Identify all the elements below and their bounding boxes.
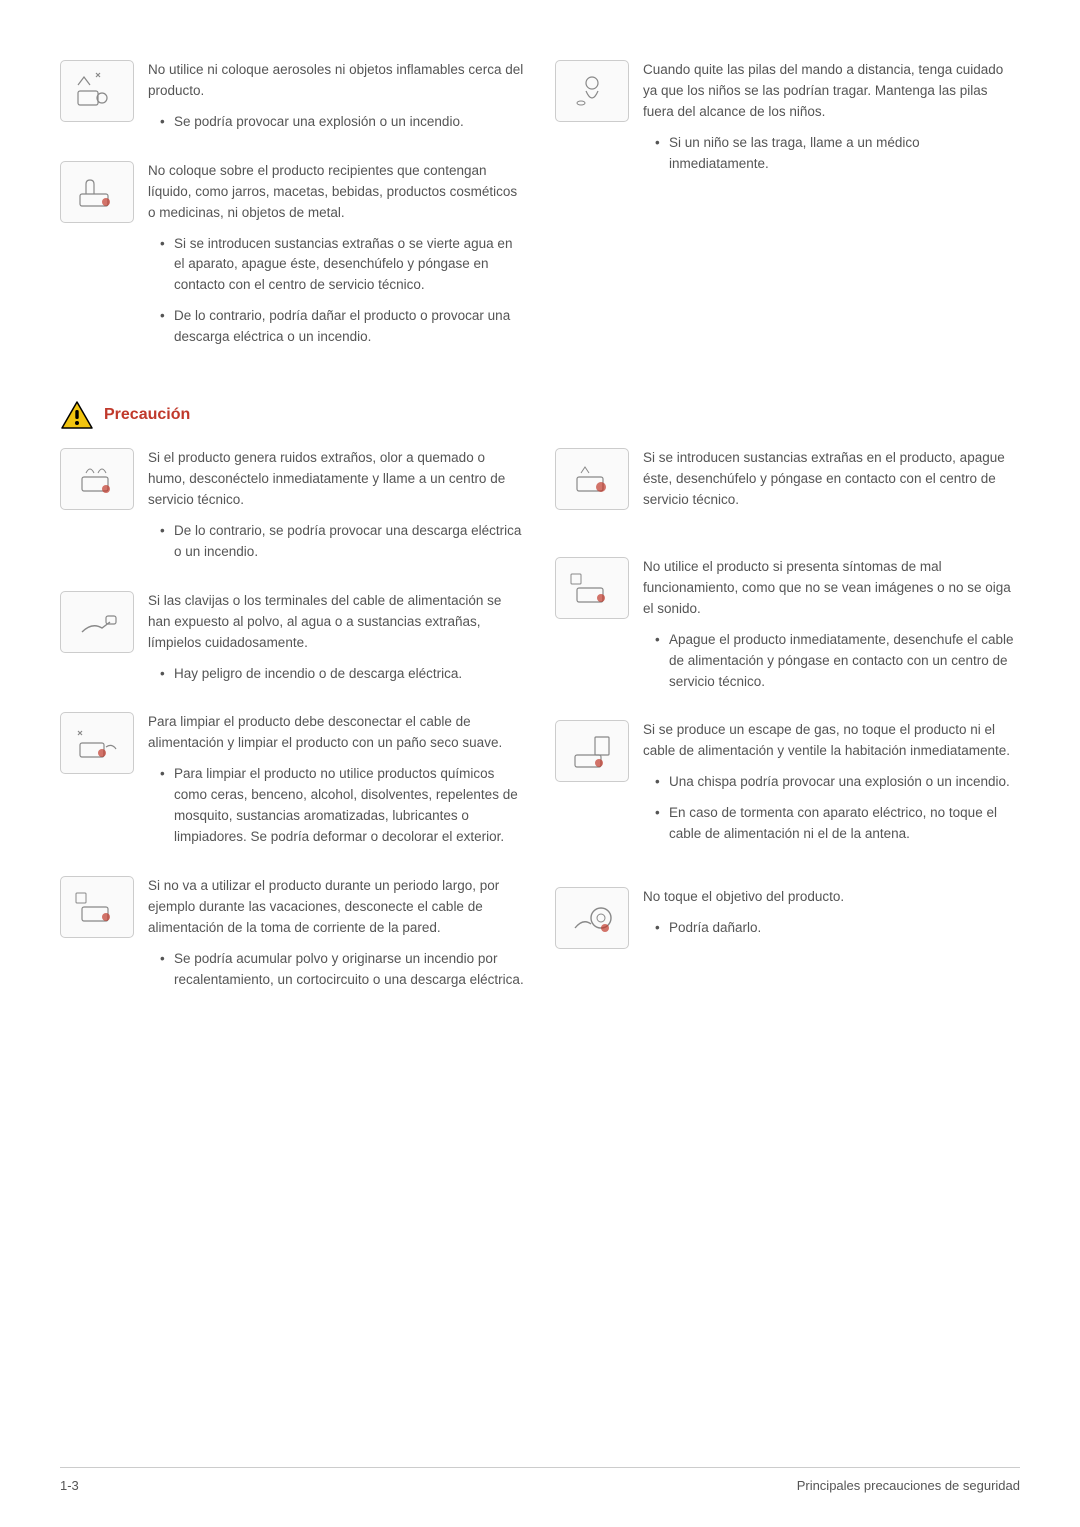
bullet-list: Si se introducen sustancias extrañas o s… — [148, 234, 525, 349]
item-body: No utilice ni coloque aerosoles ni objet… — [148, 60, 525, 143]
page-number: 1-3 — [60, 1478, 79, 1493]
precaution-header: Precaución — [60, 400, 1020, 430]
unplug-vacation-icon — [60, 876, 134, 938]
item-body: Si el producto genera ruidos extraños, o… — [148, 448, 525, 573]
item-body: No utilice el producto si presenta sínto… — [643, 557, 1020, 703]
bullet-item: De lo contrario, se podría provocar una … — [160, 521, 525, 563]
bullet-item: Si un niño se las traga, llame a un médi… — [655, 133, 1020, 175]
safety-paragraph: Si no va a utilizar el producto durante … — [148, 876, 525, 939]
top-right-column: Cuando quite las pilas del mando a dista… — [555, 60, 1020, 376]
item-body: Si se produce un escape de gas, no toque… — [643, 720, 1020, 855]
top-left-column: No utilice ni coloque aerosoles ni objet… — [60, 60, 525, 376]
safety-item: Si el producto genera ruidos extraños, o… — [60, 448, 525, 573]
warning-triangle-icon — [60, 400, 94, 430]
bullet-item: En caso de tormenta con aparato eléctric… — [655, 803, 1020, 845]
safety-item: No utilice ni coloque aerosoles ni objet… — [60, 60, 525, 143]
bullet-list: Podría dañarlo. — [643, 918, 1020, 939]
bullet-item: Se podría acumular polvo y originarse un… — [160, 949, 525, 991]
bullet-list: Apague el producto inmediatamente, desen… — [643, 630, 1020, 693]
item-body: Cuando quite las pilas del mando a dista… — [643, 60, 1020, 185]
page-content: No utilice ni coloque aerosoles ni objet… — [60, 60, 1020, 1019]
item-body: Para limpiar el producto debe desconecta… — [148, 712, 525, 858]
footer-label: Principales precauciones de seguridad — [797, 1478, 1020, 1493]
item-body: No toque el objetivo del producto. Podrí… — [643, 887, 1020, 949]
safety-paragraph: No utilice el producto si presenta sínto… — [643, 557, 1020, 620]
safety-paragraph: No utilice ni coloque aerosoles ni objet… — [148, 60, 525, 102]
safety-item: Si no va a utilizar el producto durante … — [60, 876, 525, 1001]
safety-paragraph: Para limpiar el producto debe desconecta… — [148, 712, 525, 754]
bullet-list: Se podría acumular polvo y originarse un… — [148, 949, 525, 991]
noise-smell-icon — [60, 448, 134, 510]
precaution-left-column: Si el producto genera ruidos extraños, o… — [60, 448, 525, 1018]
item-body: Si las clavijas o los terminales del cab… — [148, 591, 525, 695]
liquid-container-icon — [60, 161, 134, 223]
precaution-right-column: Si se introducen sustancias extrañas en … — [555, 448, 1020, 1018]
malfunction-icon — [555, 557, 629, 619]
item-body: Si no va a utilizar el producto durante … — [148, 876, 525, 1001]
bullet-item: Si se introducen sustancias extrañas o s… — [160, 234, 525, 297]
safety-paragraph: Si las clavijas o los terminales del cab… — [148, 591, 525, 654]
item-body: No coloque sobre el producto recipientes… — [148, 161, 525, 358]
bullet-item: Hay peligro de incendio o de descarga el… — [160, 664, 525, 685]
safety-paragraph: Cuando quite las pilas del mando a dista… — [643, 60, 1020, 123]
bullet-list: Si un niño se las traga, llame a un médi… — [643, 133, 1020, 175]
safety-item: Si se introducen sustancias extrañas en … — [555, 448, 1020, 521]
bullet-item: Se podría provocar una explosión o un in… — [160, 112, 525, 133]
bullet-item: Apague el producto inmediatamente, desen… — [655, 630, 1020, 693]
aerosol-warning-icon — [60, 60, 134, 122]
bullet-item: Una chispa podría provocar una explosión… — [655, 772, 1020, 793]
safety-item: Si se produce un escape de gas, no toque… — [555, 720, 1020, 855]
safety-paragraph: Si el producto genera ruidos extraños, o… — [148, 448, 525, 511]
safety-item: No toque el objetivo del producto. Podrí… — [555, 887, 1020, 949]
safety-paragraph: Si se produce un escape de gas, no toque… — [643, 720, 1020, 762]
bullet-item: De lo contrario, podría dañar el product… — [160, 306, 525, 348]
lens-touch-icon — [555, 887, 629, 949]
precaution-title: Precaución — [104, 406, 190, 424]
safety-item: No coloque sobre el producto recipientes… — [60, 161, 525, 358]
dusty-plug-icon — [60, 591, 134, 653]
safety-paragraph: No coloque sobre el producto recipientes… — [148, 161, 525, 224]
foreign-substance-icon — [555, 448, 629, 510]
bullet-item: Podría dañarlo. — [655, 918, 1020, 939]
safety-item: No utilice el producto si presenta sínto… — [555, 557, 1020, 703]
bullet-list: De lo contrario, se podría provocar una … — [148, 521, 525, 563]
bullet-list: Hay peligro de incendio o de descarga el… — [148, 664, 525, 685]
safety-paragraph: Si se introducen sustancias extrañas en … — [643, 448, 1020, 511]
page-footer: 1-3 Principales precauciones de segurida… — [60, 1467, 1020, 1493]
safety-item: Cuando quite las pilas del mando a dista… — [555, 60, 1020, 185]
cleaning-icon — [60, 712, 134, 774]
bullet-list: Se podría provocar una explosión o un in… — [148, 112, 525, 133]
bullet-item: Para limpiar el producto no utilice prod… — [160, 764, 525, 848]
item-body: Si se introducen sustancias extrañas en … — [643, 448, 1020, 521]
safety-paragraph: No toque el objetivo del producto. — [643, 887, 1020, 908]
bullet-list: Para limpiar el producto no utilice prod… — [148, 764, 525, 848]
bullet-list: Una chispa podría provocar una explosión… — [643, 772, 1020, 845]
safety-item: Si las clavijas o los terminales del cab… — [60, 591, 525, 695]
child-battery-icon — [555, 60, 629, 122]
safety-item: Para limpiar el producto debe desconecta… — [60, 712, 525, 858]
gas-leak-icon — [555, 720, 629, 782]
